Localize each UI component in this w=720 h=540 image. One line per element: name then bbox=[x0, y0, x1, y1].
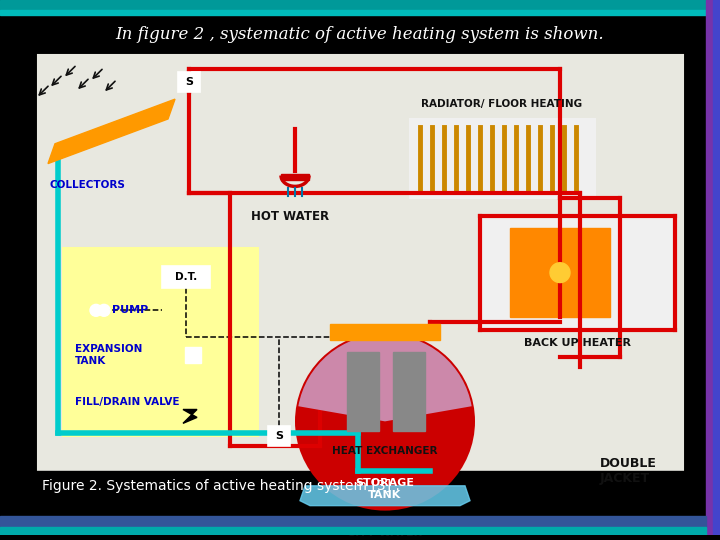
Bar bbox=[268, 426, 290, 446]
Polygon shape bbox=[48, 99, 175, 164]
Bar bbox=[393, 352, 425, 431]
Text: EXPANSION
TANK: EXPANSION TANK bbox=[75, 344, 143, 366]
Circle shape bbox=[550, 263, 570, 282]
Bar bbox=[0, 471, 706, 535]
Bar bbox=[410, 119, 595, 198]
Text: S: S bbox=[275, 431, 283, 441]
Circle shape bbox=[295, 332, 475, 511]
Text: DOUBLE
JACKET: DOUBLE JACKET bbox=[600, 457, 657, 485]
Bar bbox=[281, 174, 309, 180]
Bar bbox=[480, 216, 675, 330]
Text: HOT WATER: HOT WATER bbox=[251, 210, 329, 223]
Text: FILL/DRAIN VALVE: FILL/DRAIN VALVE bbox=[75, 396, 179, 407]
Bar bbox=[0, 15, 720, 55]
Text: PUMP: PUMP bbox=[112, 305, 148, 315]
Text: HEAT EXCHANGER: HEAT EXCHANGER bbox=[332, 446, 438, 456]
Bar bbox=[63, 248, 258, 436]
Bar bbox=[0, 516, 706, 528]
Circle shape bbox=[90, 305, 102, 316]
Bar bbox=[0, 10, 720, 15]
Polygon shape bbox=[300, 486, 470, 505]
Bar bbox=[185, 347, 201, 363]
Bar bbox=[330, 324, 440, 340]
Bar bbox=[706, 0, 713, 535]
Bar bbox=[510, 228, 610, 318]
Bar bbox=[162, 266, 210, 287]
Bar bbox=[38, 55, 683, 471]
Text: In figure 2 , systematic of active heating system is shown.: In figure 2 , systematic of active heati… bbox=[116, 26, 604, 43]
Text: COLLECTORS: COLLECTORS bbox=[50, 180, 126, 191]
Bar bbox=[0, 528, 706, 535]
Circle shape bbox=[98, 305, 110, 316]
Bar bbox=[178, 72, 200, 92]
Wedge shape bbox=[298, 334, 472, 421]
Text: S: S bbox=[185, 77, 193, 87]
Text: BACK UP HEATER: BACK UP HEATER bbox=[523, 338, 631, 348]
Bar bbox=[713, 0, 720, 535]
Bar bbox=[0, 0, 720, 10]
Text: Figure 2. Systematics of active heating system [3] .: Figure 2. Systematics of active heating … bbox=[42, 479, 400, 493]
Text: CITY WATER: CITY WATER bbox=[348, 529, 423, 538]
Bar bbox=[347, 352, 379, 431]
Text: D.T.: D.T. bbox=[175, 272, 197, 282]
Text: STORAGE
TANK: STORAGE TANK bbox=[356, 478, 415, 500]
Text: RADIATOR/ FLOOR HEATING: RADIATOR/ FLOOR HEATING bbox=[421, 99, 582, 109]
Polygon shape bbox=[183, 409, 197, 423]
